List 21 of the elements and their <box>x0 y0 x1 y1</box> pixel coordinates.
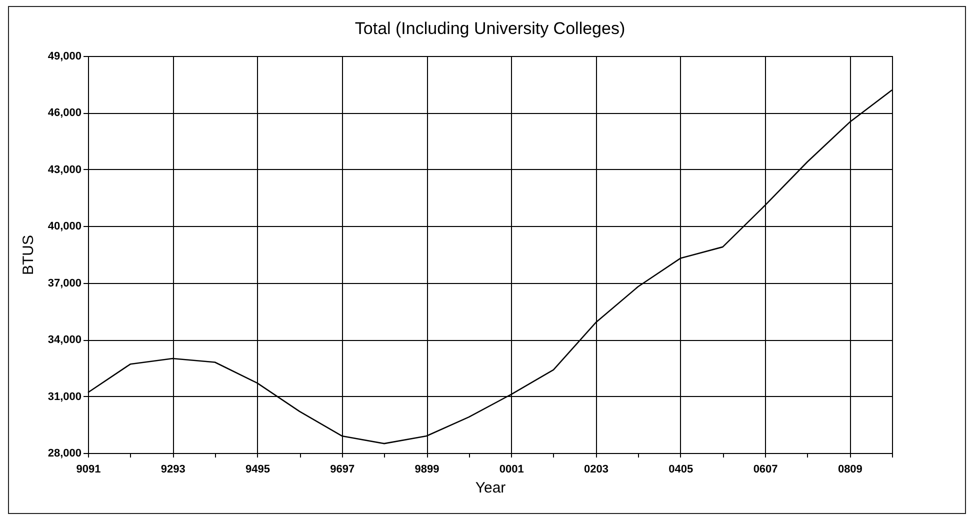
y-tick-label: 34,000 <box>48 334 82 346</box>
y-tick-label: 28,000 <box>48 448 82 460</box>
x-tick-label: 0001 <box>499 464 524 476</box>
y-tick-label: 43,000 <box>48 164 82 176</box>
x-tick-label: 9293 <box>160 464 186 476</box>
y-tick-label: 46,000 <box>48 107 82 120</box>
chart-title: Total (Including University Colleges) <box>354 19 626 38</box>
x-axis-title: Year <box>475 480 506 496</box>
y-tick-label: 40,000 <box>48 220 82 233</box>
x-tick-label: 9091 <box>76 464 101 476</box>
x-tick-label: 0607 <box>753 464 778 476</box>
y-tick-label: 31,000 <box>48 390 82 403</box>
y-tick-label: 37,000 <box>48 277 82 290</box>
x-tick-label: 9495 <box>246 464 270 476</box>
x-tick-label: 0405 <box>668 464 694 476</box>
y-tick-label: 49,000 <box>48 50 82 62</box>
x-tick-label: 9697 <box>330 464 355 476</box>
y-axis-title: BTUS <box>20 234 37 276</box>
x-tick-label: 0203 <box>584 464 609 476</box>
x-tick-label: 9899 <box>414 464 440 476</box>
x-tick-label: 0809 <box>838 464 862 476</box>
